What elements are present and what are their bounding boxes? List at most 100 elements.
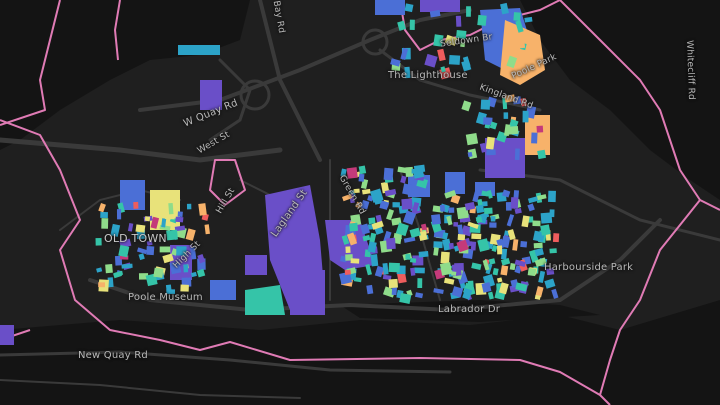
building <box>477 14 487 26</box>
building <box>433 241 443 249</box>
building <box>461 225 473 237</box>
building <box>168 202 174 215</box>
building <box>201 213 209 221</box>
building <box>418 250 429 258</box>
building <box>185 228 196 241</box>
building <box>380 181 390 194</box>
building <box>479 142 487 153</box>
label-new-quay-rd: New Quay Rd <box>78 350 148 361</box>
building <box>491 244 498 253</box>
building <box>461 60 472 72</box>
building <box>510 197 519 209</box>
building <box>522 110 529 123</box>
building <box>374 265 384 278</box>
building <box>533 242 543 249</box>
building <box>481 282 492 293</box>
building <box>186 203 192 210</box>
building <box>360 223 371 235</box>
building <box>98 282 106 288</box>
building <box>397 166 408 174</box>
building <box>481 190 489 197</box>
building <box>451 286 464 298</box>
building <box>169 261 182 275</box>
building <box>383 167 394 181</box>
building <box>196 268 206 278</box>
building <box>477 238 490 252</box>
building <box>549 248 557 254</box>
building <box>500 265 509 276</box>
building <box>350 258 360 264</box>
building <box>153 267 164 278</box>
building <box>138 253 145 261</box>
building <box>341 234 350 245</box>
building <box>405 254 411 260</box>
building <box>489 121 498 130</box>
building <box>344 269 351 276</box>
building <box>444 189 457 199</box>
building <box>483 117 493 126</box>
building <box>107 277 114 288</box>
building <box>150 216 160 229</box>
building <box>457 234 466 241</box>
building <box>527 195 540 204</box>
building <box>367 241 377 253</box>
building <box>520 241 528 248</box>
building <box>166 229 178 241</box>
building <box>197 254 206 264</box>
building <box>457 224 464 236</box>
building <box>361 188 371 195</box>
building <box>346 167 358 179</box>
building <box>448 242 455 250</box>
building <box>487 291 494 300</box>
building <box>528 249 539 263</box>
building <box>462 288 473 300</box>
building <box>355 201 362 209</box>
building <box>488 258 496 265</box>
building <box>437 48 446 62</box>
building <box>551 288 559 299</box>
building <box>503 112 509 119</box>
building <box>416 177 428 189</box>
building <box>401 198 413 210</box>
building <box>546 267 555 276</box>
building <box>524 16 533 23</box>
building <box>532 220 541 227</box>
building <box>448 54 461 65</box>
building <box>404 3 414 13</box>
building <box>514 207 522 215</box>
building <box>512 96 522 105</box>
building <box>339 271 353 285</box>
building <box>460 42 466 48</box>
building <box>536 194 547 201</box>
building <box>127 223 134 232</box>
building <box>514 259 526 267</box>
building <box>527 203 535 212</box>
building <box>403 210 417 225</box>
building <box>384 188 397 197</box>
building <box>515 20 524 33</box>
building <box>397 20 406 31</box>
building <box>442 232 449 240</box>
building <box>544 278 556 289</box>
building <box>369 232 377 244</box>
building <box>174 225 186 232</box>
building <box>353 277 362 283</box>
building <box>520 97 527 107</box>
building <box>358 165 367 175</box>
building <box>183 264 189 273</box>
building <box>409 257 417 263</box>
building <box>492 268 499 276</box>
building <box>411 168 417 174</box>
building <box>480 99 491 110</box>
building <box>121 263 133 269</box>
building <box>400 175 407 184</box>
building <box>159 246 171 253</box>
building <box>135 224 146 233</box>
building <box>482 259 490 271</box>
building <box>514 148 520 160</box>
building <box>349 222 359 232</box>
building <box>451 271 457 276</box>
building <box>453 221 459 227</box>
building <box>171 248 178 256</box>
